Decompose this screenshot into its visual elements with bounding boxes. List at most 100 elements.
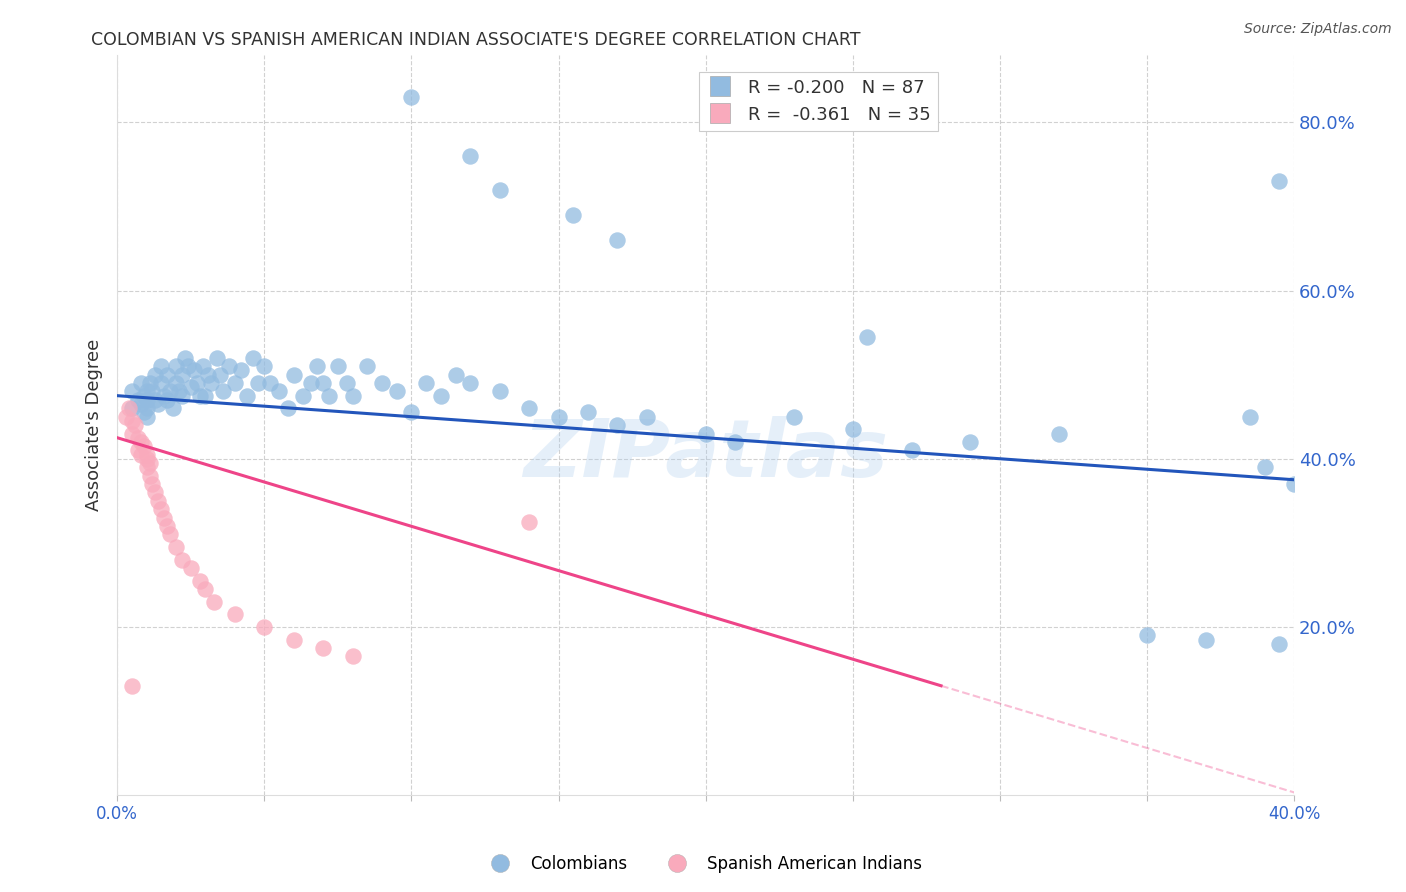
Point [165,540,187,554]
Point [165,376,187,390]
Point [138,376,160,390]
Point [188,574,211,588]
Point [277,401,299,416]
Point [385,384,408,399]
Point [307,359,329,374]
Point [145,368,167,382]
Point [959,434,981,449]
Point [138,468,160,483]
Point [121,679,143,693]
Point [1268,637,1291,651]
Point [283,632,305,647]
Point [856,330,879,344]
Point [159,527,181,541]
Point [209,368,232,382]
Point [1268,174,1291,188]
Point [141,384,163,399]
Point [183,363,205,377]
Point [253,359,276,374]
Point [783,409,806,424]
Y-axis label: Associate's Degree: Associate's Degree [86,339,103,511]
Point [517,515,540,529]
Point [135,409,157,424]
Point [1195,632,1218,647]
Point [342,649,364,664]
Point [156,368,179,382]
Point [145,485,167,500]
Point [336,376,359,390]
Point [141,477,163,491]
Point [162,401,184,416]
Point [170,552,193,566]
Point [488,183,510,197]
Point [488,384,510,399]
Point [1282,477,1305,491]
Text: ZIPatlas: ZIPatlas [523,416,889,493]
Point [312,376,335,390]
Point [135,384,157,399]
Point [1253,460,1275,475]
Point [180,561,202,575]
Point [150,376,173,390]
Point [695,426,717,441]
Point [167,384,190,399]
Point [127,392,149,407]
Point [517,401,540,416]
Point [148,397,170,411]
Point [253,620,276,634]
Point [224,376,246,390]
Point [173,351,195,365]
Point [342,389,364,403]
Point [606,233,628,247]
Point [200,376,222,390]
Point [1136,628,1159,642]
Point [188,389,211,403]
Point [299,376,322,390]
Point [153,389,176,403]
Point [138,456,160,470]
Point [724,434,747,449]
Point [235,389,257,403]
Point [156,519,179,533]
Point [318,389,340,403]
Point [156,392,179,407]
Point [129,448,152,462]
Point [121,426,143,441]
Point [247,376,270,390]
Point [415,376,437,390]
Point [1239,409,1261,424]
Point [326,359,349,374]
Point [186,376,208,390]
Point [842,422,865,436]
Point [212,384,235,399]
Point [218,359,240,374]
Legend: Colombians, Spanish American Indians: Colombians, Spanish American Indians [477,848,929,880]
Point [177,359,200,374]
Point [180,380,202,394]
Point [356,359,378,374]
Point [165,359,187,374]
Point [197,368,219,382]
Point [547,409,569,424]
Point [458,376,481,390]
Point [283,368,305,382]
Point [150,502,173,516]
Point [118,401,141,416]
Point [170,368,193,382]
Legend: R = -0.200   N = 87, R =  -0.361   N = 35: R = -0.200 N = 87, R = -0.361 N = 35 [699,71,938,131]
Point [444,368,467,382]
Point [1047,426,1070,441]
Point [124,418,146,433]
Point [170,389,193,403]
Point [135,448,157,462]
Point [291,389,314,403]
Point [371,376,394,390]
Point [562,208,585,222]
Point [153,510,176,524]
Point [135,392,157,407]
Point [145,392,167,407]
Point [229,363,252,377]
Point [148,493,170,508]
Point [115,409,138,424]
Point [636,409,658,424]
